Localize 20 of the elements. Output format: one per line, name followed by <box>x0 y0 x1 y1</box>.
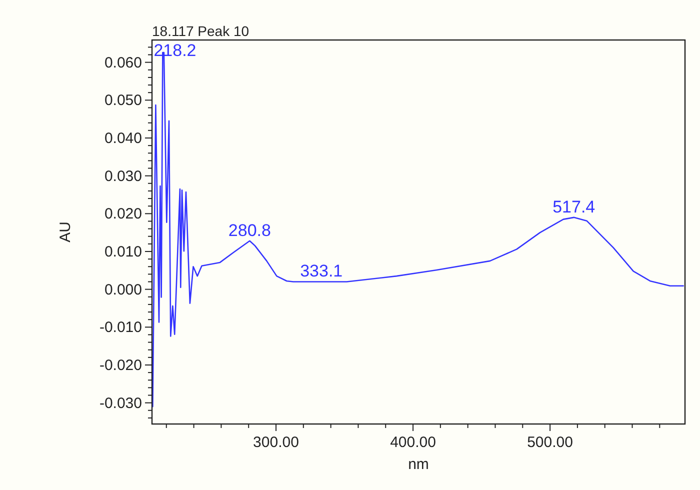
x-tick-label: 400.00 <box>390 434 436 451</box>
annotation: 517.4 <box>552 197 596 216</box>
y-tick-label: 0.060 <box>104 54 142 72</box>
y-tick-label: 0.030 <box>104 168 142 185</box>
x-axis-title: nm <box>408 456 429 473</box>
y-tick-label: 0.010 <box>104 243 142 260</box>
y-tick-label: -0.020 <box>99 356 142 374</box>
annotation: 218.2 <box>154 41 196 60</box>
annotation: 280.8 <box>228 220 271 240</box>
y-tick-label: 0.000 <box>104 281 142 298</box>
y-tick-label: -0.010 <box>99 319 142 336</box>
chart-title: 18.117 Peak 10 <box>152 23 250 39</box>
y-tick-label: 0.040 <box>104 130 142 147</box>
y-tick-label: -0.030 <box>99 394 142 412</box>
y-tick-label: 0.020 <box>104 206 142 223</box>
x-tick-label: 300.00 <box>253 434 299 451</box>
y-tick-label: 0.050 <box>104 92 142 110</box>
y-axis-title: AU <box>57 222 74 242</box>
annotation: 333.1 <box>300 262 343 281</box>
x-tick-label: 500.00 <box>527 434 573 451</box>
